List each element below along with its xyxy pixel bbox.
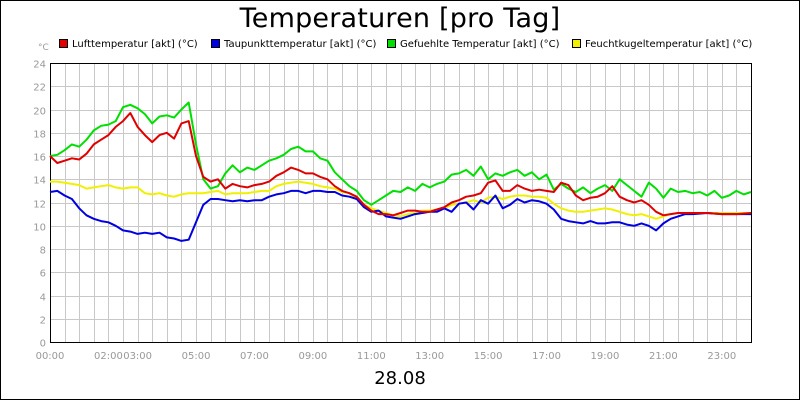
y-tick-label: 18 xyxy=(33,130,46,141)
y-tick-label: 4 xyxy=(40,293,46,304)
x-tick-label: 00:00 xyxy=(36,351,65,362)
y-tick-label: 20 xyxy=(33,107,46,118)
x-tick-label: 02:00 xyxy=(94,351,123,362)
legend-label-feuchtkugeltemperatur: Feuchtkugeltemperatur [akt] (°C) xyxy=(585,39,753,50)
plot-border xyxy=(50,63,752,343)
series-line-gefuehlte xyxy=(49,101,752,206)
legend-item-taupunkttemperatur: Taupunkttemperatur [akt] (°C) xyxy=(211,39,376,50)
y-tick-label: 2 xyxy=(40,316,46,327)
legend-item-gefuehlte-temperatur: Gefuehlte Temperatur [akt] (°C) xyxy=(387,39,559,50)
legend-swatch-taupunkttemperatur xyxy=(211,39,220,48)
legend-swatch-feuchtkugeltemperatur xyxy=(572,39,581,48)
legend-item-feuchtkugeltemperatur: Feuchtkugeltemperatur [akt] (°C) xyxy=(572,39,752,50)
x-tick-label: 19:00 xyxy=(591,351,620,362)
y-tick-label: 6 xyxy=(40,269,46,280)
y-tick-label: 8 xyxy=(40,246,46,257)
y-tick-label: 12 xyxy=(33,200,46,211)
x-tick-label: 15:00 xyxy=(474,351,503,362)
y-tick-label: 10 xyxy=(33,223,46,234)
legend-label-gefuehlte-temperatur: Gefuehlte Temperatur [akt] (°C) xyxy=(400,39,560,50)
x-tick-label: 07:00 xyxy=(240,351,269,362)
x-tick-label: 23:00 xyxy=(707,351,736,362)
legend-item-lufttemperatur: Lufttemperatur [akt] (°C) xyxy=(59,39,198,50)
x-tick-label: 13:00 xyxy=(415,351,444,362)
legend-label-taupunkttemperatur: Taupunkttemperatur [akt] (°C) xyxy=(224,39,377,50)
series-line-lufttemperatur xyxy=(49,112,752,217)
series-line-taupunkttemperatur xyxy=(49,189,751,242)
x-tick-label: 21:00 xyxy=(649,351,678,362)
legend-swatch-gefuehlte-temperatur xyxy=(387,39,396,48)
x-tick-label: 03:00 xyxy=(123,351,152,362)
x-tick-label: 11:00 xyxy=(357,351,386,362)
legend-label-lufttemperatur: Lufttemperatur [akt] (°C) xyxy=(72,39,198,50)
x-tick-label: 09:00 xyxy=(298,351,327,362)
x-tick-label: 17:00 xyxy=(532,351,561,362)
x-tick-label: 05:00 xyxy=(182,351,211,362)
chart-title: Temperaturen [pro Tag] xyxy=(239,3,561,34)
y-tick-label: 14 xyxy=(33,176,46,187)
y-tick-label: 24 xyxy=(33,60,46,71)
y-tick-label: 16 xyxy=(33,153,46,164)
legend-swatch-lufttemperatur xyxy=(59,39,68,48)
y-tick-label: 0 xyxy=(40,339,46,350)
y-tick-label: 22 xyxy=(33,83,46,94)
series-line-feuchtkugeltemperatur xyxy=(50,180,751,220)
chart-date-label: 28.08 xyxy=(374,368,426,389)
y-axis-unit: °C xyxy=(38,43,49,53)
